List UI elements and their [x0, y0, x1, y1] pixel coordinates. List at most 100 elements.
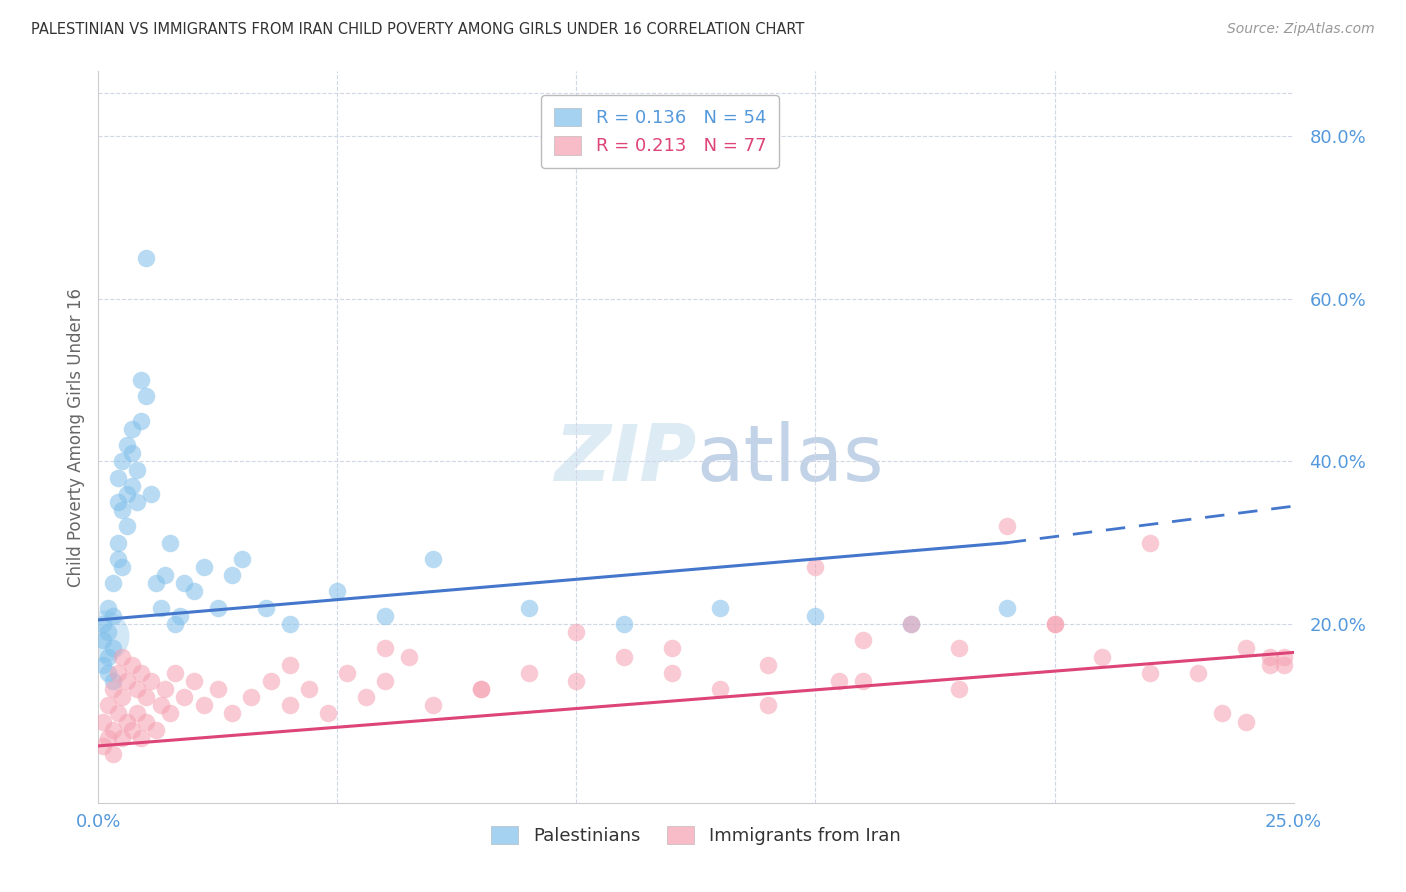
Point	[1272, 657, 1295, 672]
Point	[101, 608, 124, 623]
Point	[316, 706, 339, 721]
Point	[125, 681, 148, 696]
Point	[135, 714, 157, 729]
Point	[852, 633, 875, 648]
Point	[91, 657, 114, 672]
Point	[97, 600, 120, 615]
Point	[613, 617, 636, 632]
Point	[374, 641, 396, 656]
Point	[111, 560, 134, 574]
Point	[1258, 657, 1281, 672]
Point	[97, 665, 120, 680]
Point	[131, 414, 153, 428]
Point	[101, 681, 124, 696]
Point	[159, 535, 181, 549]
Point	[709, 681, 731, 696]
Point	[709, 600, 731, 615]
Point	[135, 389, 157, 403]
Point	[1139, 665, 1161, 680]
Point	[948, 641, 970, 656]
Point	[1043, 617, 1066, 632]
Point	[207, 681, 229, 696]
Point	[125, 462, 148, 476]
Point	[125, 495, 148, 509]
Text: PALESTINIAN VS IMMIGRANTS FROM IRAN CHILD POVERTY AMONG GIRLS UNDER 16 CORRELATI: PALESTINIAN VS IMMIGRANTS FROM IRAN CHIL…	[31, 22, 804, 37]
Point	[398, 649, 420, 664]
Point	[115, 438, 138, 452]
Point	[1234, 641, 1257, 656]
Point	[159, 706, 181, 721]
Point	[207, 600, 229, 615]
Point	[422, 698, 444, 713]
Point	[422, 552, 444, 566]
Point	[107, 552, 129, 566]
Point	[131, 665, 153, 680]
Point	[111, 454, 134, 468]
Text: ZIP: ZIP	[554, 421, 696, 497]
Point	[661, 665, 683, 680]
Text: Source: ZipAtlas.com: Source: ZipAtlas.com	[1227, 22, 1375, 37]
Point	[231, 552, 253, 566]
Point	[183, 584, 205, 599]
Point	[1091, 649, 1114, 664]
Point	[101, 576, 124, 591]
Point	[155, 568, 177, 582]
Point	[121, 446, 143, 460]
Point	[91, 714, 114, 729]
Point	[470, 681, 492, 696]
Point	[374, 673, 396, 688]
Point	[900, 617, 922, 632]
Point	[111, 649, 134, 664]
Point	[517, 600, 540, 615]
Point	[183, 673, 205, 688]
Point	[91, 629, 114, 643]
Point	[97, 731, 120, 745]
Point	[107, 706, 129, 721]
Point	[139, 673, 162, 688]
Point	[828, 673, 851, 688]
Point	[995, 519, 1018, 533]
Point	[121, 479, 143, 493]
Point	[115, 519, 138, 533]
Point	[163, 617, 186, 632]
Point	[131, 731, 153, 745]
Point	[107, 495, 129, 509]
Point	[336, 665, 359, 680]
Point	[240, 690, 263, 705]
Point	[111, 690, 134, 705]
Point	[121, 723, 143, 737]
Y-axis label: Child Poverty Among Girls Under 16: Child Poverty Among Girls Under 16	[66, 287, 84, 587]
Point	[121, 657, 143, 672]
Point	[97, 698, 120, 713]
Point	[115, 487, 138, 501]
Point	[613, 649, 636, 664]
Point	[121, 422, 143, 436]
Text: atlas: atlas	[696, 421, 883, 497]
Point	[298, 681, 321, 696]
Point	[91, 633, 114, 648]
Point	[101, 723, 124, 737]
Point	[149, 698, 172, 713]
Point	[193, 560, 215, 574]
Point	[221, 706, 243, 721]
Point	[91, 739, 114, 753]
Legend: Palestinians, Immigrants from Iran: Palestinians, Immigrants from Iran	[484, 819, 908, 852]
Point	[101, 673, 124, 688]
Point	[374, 608, 396, 623]
Point	[97, 625, 120, 640]
Point	[135, 252, 157, 266]
Point	[111, 731, 134, 745]
Point	[145, 723, 167, 737]
Point	[111, 503, 134, 517]
Point	[125, 706, 148, 721]
Point	[149, 600, 172, 615]
Point	[900, 617, 922, 632]
Point	[661, 641, 683, 656]
Point	[948, 681, 970, 696]
Point	[852, 673, 875, 688]
Point	[155, 681, 177, 696]
Point	[254, 600, 277, 615]
Point	[278, 617, 301, 632]
Point	[756, 657, 779, 672]
Point	[326, 584, 349, 599]
